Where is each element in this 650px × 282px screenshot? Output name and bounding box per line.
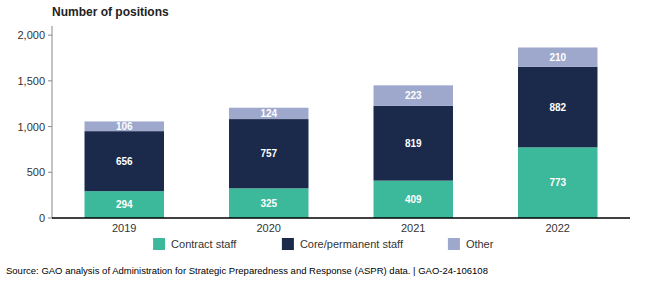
bars xyxy=(85,47,598,218)
y-tick xyxy=(48,172,52,173)
legend-label: Core/permanent staff xyxy=(300,238,404,250)
data-label: 409 xyxy=(405,194,422,205)
y-tick xyxy=(48,218,52,219)
bar-segment xyxy=(374,106,453,181)
legend-label: Contract staff xyxy=(171,238,237,250)
bar-segment xyxy=(85,121,164,131)
y-tick xyxy=(48,80,52,81)
data-label: 819 xyxy=(405,138,422,149)
data-label: 773 xyxy=(549,177,566,188)
y-tick-label: 2,000 xyxy=(17,29,45,41)
data-label: 656 xyxy=(116,156,133,167)
x-tick-label: 2020 xyxy=(257,222,281,234)
y-tick-label: 0 xyxy=(39,212,45,224)
legend-swatch xyxy=(448,238,460,250)
x-tick-label: 2022 xyxy=(546,222,570,234)
x-axis xyxy=(52,217,630,219)
source: Source: GAO analysis of Administration f… xyxy=(6,265,488,276)
bar-segment xyxy=(518,67,597,148)
data-label: 223 xyxy=(405,90,422,101)
data-label: 124 xyxy=(260,108,277,119)
x-tick-label: 2021 xyxy=(401,222,425,234)
y-tick-label: 500 xyxy=(27,166,45,178)
y-tick xyxy=(48,35,52,36)
bar-segment xyxy=(374,181,453,218)
legend: Contract staff Core/permanent staff Other xyxy=(153,238,494,250)
data-label: 325 xyxy=(260,198,277,209)
bar-segment xyxy=(85,191,164,218)
data-label: 294 xyxy=(116,199,133,210)
y-tick xyxy=(48,126,52,127)
bar-segment xyxy=(374,85,453,105)
bar-segment xyxy=(85,131,164,191)
data-label: 882 xyxy=(549,102,566,113)
bar-segment xyxy=(229,188,308,218)
y-axis xyxy=(52,26,53,218)
data-label: 106 xyxy=(116,121,133,132)
bar-segment xyxy=(229,108,308,119)
x-tick-label: 2019 xyxy=(112,222,136,234)
bar-segment xyxy=(518,47,597,66)
bar-segment xyxy=(229,119,308,188)
data-label: 757 xyxy=(260,148,277,159)
legend-swatch xyxy=(282,238,294,250)
bar-segment xyxy=(518,147,597,218)
chart: Number of positions 0 500 1,000 1,500 2,000 29… xyxy=(0,0,650,282)
title: Number of positions xyxy=(52,5,169,19)
legend-swatch xyxy=(153,238,165,250)
y-tick-label: 1,500 xyxy=(17,75,45,87)
y-tick-label: 1,000 xyxy=(17,121,45,133)
legend-label: Other xyxy=(466,238,494,250)
data-label: 210 xyxy=(549,52,566,63)
